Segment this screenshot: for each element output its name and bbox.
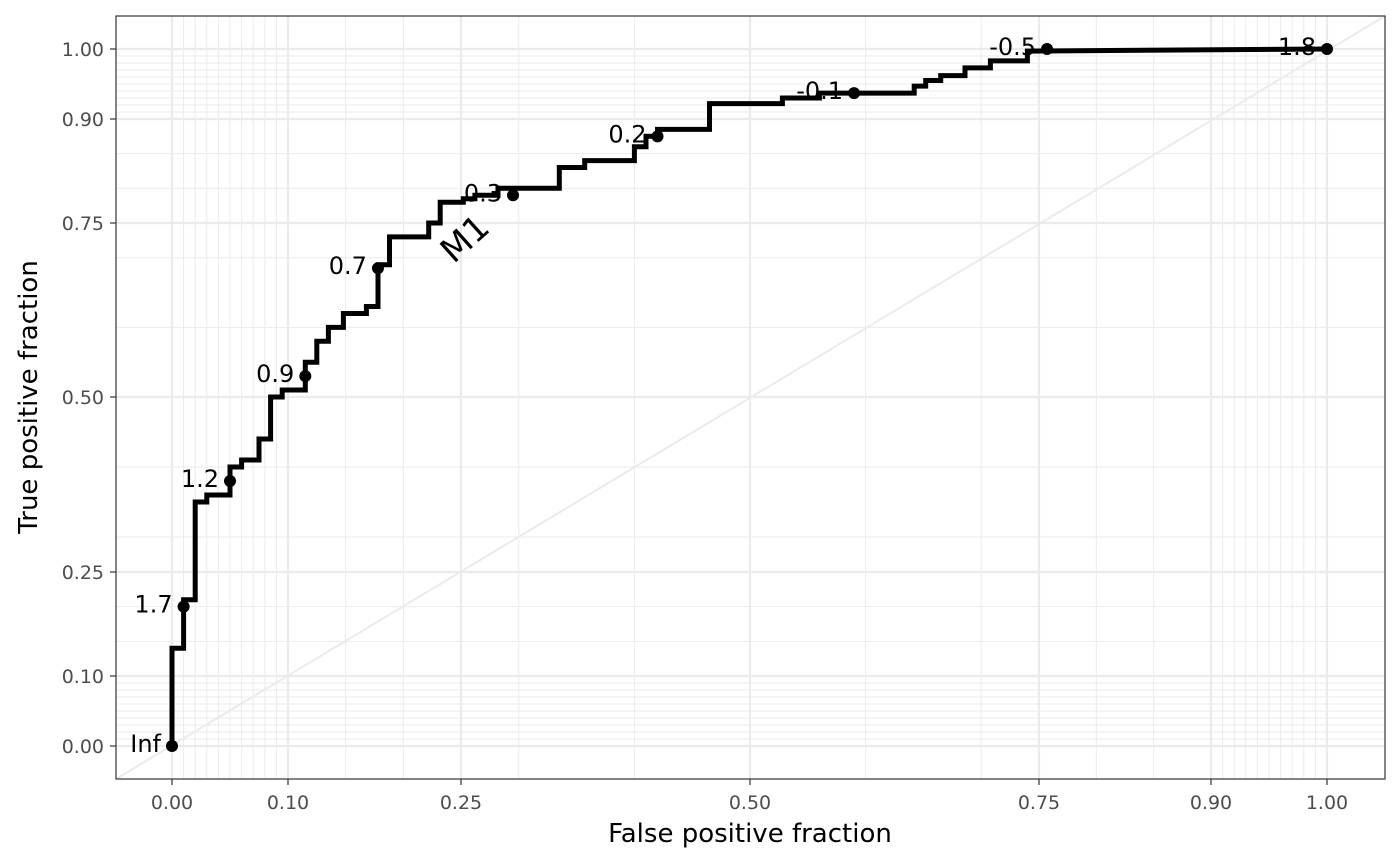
x-axis-ticks: 0.00 0.10 0.25 0.50 0.75 0.90 1.00 [151, 779, 1348, 814]
cutoff-label: 0.7 [329, 252, 367, 280]
x-tick-label: 0.75 [1018, 792, 1060, 814]
y-tick-label: 1.00 [62, 39, 104, 61]
reference-diagonal-line [115, 15, 1386, 780]
cutoff-label: 0.2 [608, 120, 646, 148]
cutoff-point [371, 262, 384, 275]
y-tick-label: 0.00 [62, 736, 104, 758]
x-tick-label: 0.90 [1190, 792, 1232, 814]
cutoff-point [1041, 43, 1054, 55]
cutoff-labels: Inf 1.7 1.2 0.9 0.7 0.3 0.2 -0.1 -0.5 -1.8 [130, 33, 1316, 758]
cutoff-label: -1.8 [1269, 33, 1316, 61]
y-tick-label: 0.75 [62, 213, 104, 235]
cutoff-label: -0.5 [989, 33, 1036, 61]
cutoff-label: 0.3 [464, 179, 502, 207]
cutoff-point [507, 189, 520, 202]
x-tick-label: 0.50 [729, 792, 771, 814]
cutoff-point [651, 130, 664, 143]
cutoff-point [299, 370, 312, 383]
y-tick-label: 0.50 [62, 387, 104, 409]
y-tick-label: 0.90 [62, 109, 104, 131]
cutoff-points [166, 43, 1333, 752]
cutoff-point [224, 475, 236, 487]
y-tick-label: 0.10 [62, 666, 104, 688]
roc-curve-line [169, 46, 1328, 746]
cutoff-label: Inf [130, 730, 161, 758]
cutoff-label: 1.2 [181, 465, 219, 493]
cutoff-label: 1.7 [134, 591, 172, 619]
cutoff-label: 0.9 [256, 360, 294, 388]
cutoff-label: -0.1 [796, 77, 843, 105]
x-tick-label: 0.10 [267, 792, 309, 814]
x-tick-label: 0.25 [440, 792, 482, 814]
x-tick-label: 1.00 [1306, 792, 1348, 814]
cutoff-point [166, 740, 178, 752]
cutoff-point [1321, 43, 1333, 55]
x-tick-label: 0.00 [151, 792, 193, 814]
major-grid [116, 16, 1385, 779]
y-axis-ticks: 0.00 0.10 0.25 0.50 0.75 0.90 1.00 [62, 39, 116, 758]
y-tick-label: 0.25 [62, 562, 104, 584]
x-axis-title: False positive fraction [608, 819, 892, 849]
cutoff-point [177, 600, 190, 613]
y-axis-title: True positive fraction [14, 260, 44, 535]
cutoff-point [848, 87, 861, 100]
